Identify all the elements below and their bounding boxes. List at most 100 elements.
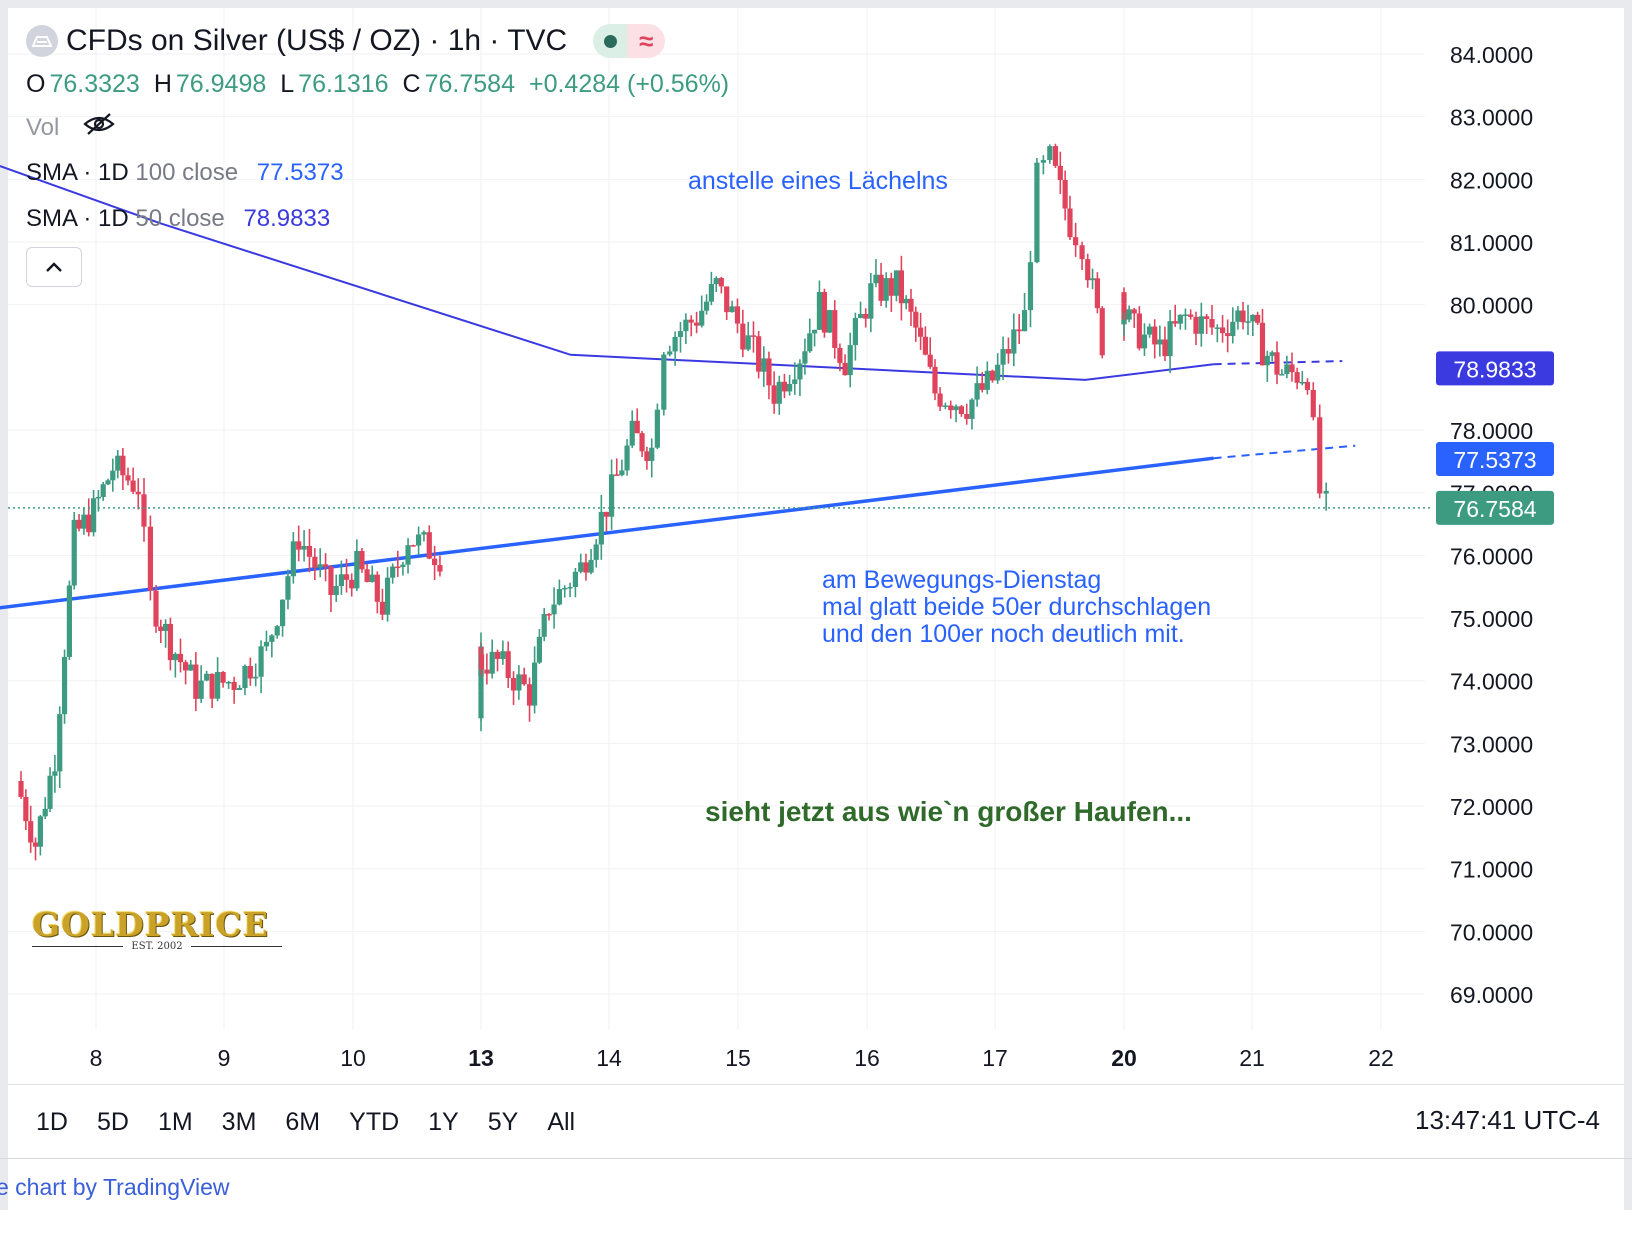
candle-body [269,635,275,642]
annotation-line: mal glatt beide 50er durchschlagen [822,593,1212,621]
candle-body [868,283,874,319]
candle-body [953,406,959,411]
candle-body [426,532,432,559]
annotation-smile[interactable]: anstelle eines Lächelns [688,167,948,195]
price-badge[interactable]: 78.9833 [1436,351,1554,386]
candle-body [410,545,416,547]
range-6m-button[interactable]: 6M [285,1107,321,1136]
sma-50-legend[interactable]: SMA · 1D 50 close 78.9833 [26,205,330,233]
chevron-up-icon [46,262,62,272]
annotation-pile[interactable]: sieht jetzt aus wie`n großer Haufen... [705,796,1192,827]
candle-body [1225,333,1231,337]
time-tick-label: 9 [218,1045,231,1071]
collapse-legend-button[interactable] [26,247,82,287]
range-3m-button[interactable]: 3M [221,1107,257,1136]
candle-body [1040,160,1046,163]
range-1y-button[interactable]: 1Y [428,1107,459,1136]
candle-body [649,447,655,461]
candle-body [236,688,243,690]
candle-body [1240,310,1246,323]
annotation-line: und den 100er noch deutlich mit. [822,620,1185,648]
candle-body [1099,308,1105,356]
status-pills[interactable]: ≈ [593,24,666,58]
candle-body [842,362,848,376]
candle-body [147,526,153,591]
candle-body [1126,309,1132,320]
time-tick-label: 10 [340,1045,366,1071]
candle-body [478,690,484,710]
candle-body [1162,339,1168,357]
candle-body [1188,314,1194,317]
candle-body [135,491,141,495]
candle-body [847,345,853,376]
time-tick-label: 20 [1111,1045,1137,1071]
sma-line-projection [1213,360,1343,366]
candle-body [279,599,286,627]
candle-body [771,385,777,404]
candle-body [1011,329,1017,354]
volume-row[interactable]: Vol [26,112,116,143]
candle-body [756,336,762,372]
logo-est: EST. 2002 [131,941,183,952]
open-label: O [26,70,46,98]
market-status-icon[interactable] [593,24,628,58]
candle-body [802,351,808,364]
candle-body [724,286,730,313]
candle-body [667,351,673,355]
range-ytd-button[interactable]: YTD [349,1107,400,1136]
range-5y-button[interactable]: 5Y [487,1107,519,1136]
candle-body [301,545,307,550]
candle-body [821,291,828,333]
candle-body [903,298,909,304]
candle-body [995,364,1001,381]
sma-100-label: SMA · 1D [26,159,129,186]
price-tick-label: 72.0000 [1450,794,1533,820]
sma-50-value: 78.9833 [243,205,331,232]
candle-body [81,514,87,529]
candle-body [364,569,370,582]
range-all-button[interactable]: All [547,1107,576,1136]
timezone-clock[interactable]: 13:47:41 UTC-4 [1415,1105,1600,1135]
eye-hidden-icon[interactable] [83,112,116,143]
candle-body [1304,382,1311,390]
price-axis[interactable]: 84.0000 83.0000 82.0000 81.0000 80.0000 78.00… [1436,42,1554,1008]
candle-body [153,590,159,627]
range-toolbar: 1D 5D 1M 3M 6M YTD 1Y 5Y All 13:47:41 UT… [8,1086,1624,1158]
candle-body [1177,314,1183,324]
volume-label: Vol [26,113,60,141]
candle-body [71,519,77,586]
frame-top [0,0,1632,8]
price-badge[interactable]: 77.5373 [1436,442,1554,477]
candle-body [989,370,996,381]
candle-body [672,336,678,352]
candle-body [593,544,599,560]
candle-body [893,270,900,296]
price-badge[interactable]: 76.7584 [1436,490,1554,525]
candle-body [908,298,914,312]
time-axis[interactable]: 8 9 10 13 14 15 16 17 20 21 22 [90,1045,1394,1071]
candle-body [130,480,136,492]
range-1d-button[interactable]: 1D [36,1107,68,1136]
candle-body [1167,321,1173,357]
price-chart[interactable]: 84.0000 83.0000 82.0000 81.0000 80.0000 78.00… [0,0,1632,1084]
sma-100-legend[interactable]: SMA · 1D 100 close 77.5373 [26,159,344,187]
candle-body [608,474,615,517]
candle-body [110,470,116,481]
low-value: 76.1316 [298,70,389,98]
candle-body [688,319,694,323]
data-delay-icon[interactable]: ≈ [627,24,666,58]
annotation-tuesday[interactable]: am Bewegungs-Dienstag mal glatt beide 50… [822,567,1211,648]
candle-body [172,653,178,661]
candle-body [516,674,522,691]
candle-body [1259,322,1266,366]
candle-body [634,420,640,434]
tradingview-attribution[interactable]: e chart by TradingView [0,1174,230,1200]
range-5d-button[interactable]: 5D [96,1107,129,1136]
candle-body [546,614,552,616]
candle-body [567,587,573,589]
candle-body [1289,364,1295,373]
chart-title-row[interactable]: CFDs on Silver (US$ / OZ) · 1h · TVC ≈ [26,24,666,58]
range-1m-button[interactable]: 1M [157,1107,193,1136]
candle-body [883,278,889,301]
frame-left [0,0,8,1210]
